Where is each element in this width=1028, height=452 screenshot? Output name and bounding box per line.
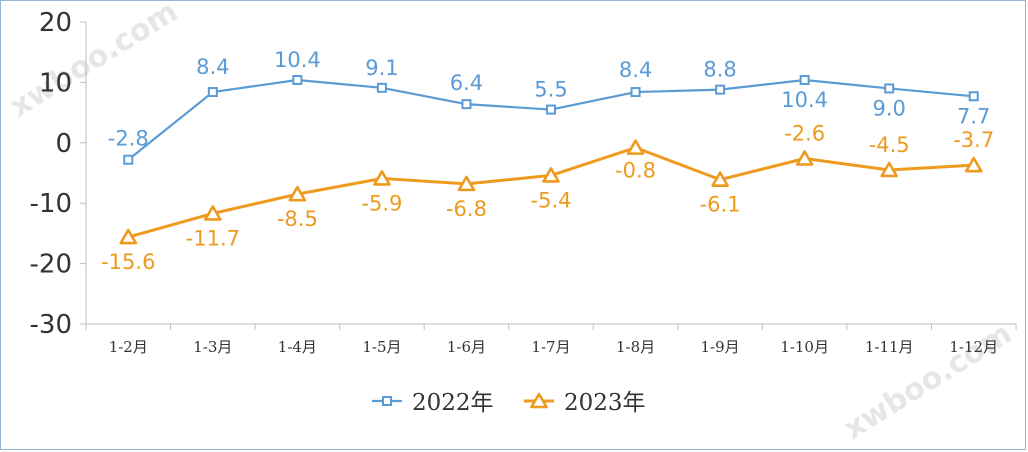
- y-tick-label: -10: [30, 189, 72, 219]
- data-point-marker: [711, 171, 729, 187]
- data-point-marker: [123, 154, 134, 165]
- data-label: -0.8: [615, 159, 656, 183]
- data-label: 6.4: [450, 71, 483, 95]
- x-tick-label: 1-4月: [278, 338, 317, 356]
- data-point-marker: [968, 91, 979, 102]
- data-point-marker: [292, 74, 303, 85]
- data-point-marker: [626, 139, 645, 155]
- data-label: -6.8: [446, 197, 487, 221]
- data-point-marker: [715, 84, 726, 95]
- watermark-text: xwboo.com: [838, 316, 1018, 447]
- data-label: -3.7: [953, 128, 994, 152]
- data-label: 9.0: [872, 96, 905, 120]
- data-point-marker: [799, 74, 810, 85]
- x-tick-label: 1-11月: [865, 338, 914, 356]
- x-tick-label: 1-6月: [447, 338, 486, 356]
- data-point-marker: [630, 87, 641, 98]
- data-point-marker: [542, 167, 560, 183]
- data-label: 5.5: [534, 78, 567, 102]
- data-label: 8.8: [703, 58, 736, 82]
- x-tick-label: 1-5月: [362, 338, 401, 356]
- data-label: -2.8: [108, 127, 149, 151]
- y-tick-label: 0: [55, 129, 72, 159]
- y-tick-label: 10: [39, 68, 72, 98]
- x-tick-label: 1-8月: [616, 338, 655, 356]
- data-point-marker: [288, 185, 307, 202]
- data-point-marker: [880, 161, 898, 178]
- data-label: -4.5: [869, 133, 910, 157]
- x-tick-label: 1-3月: [193, 338, 232, 356]
- watermark-layer: xwboo.com xwboo.com: [4, 0, 1018, 447]
- data-point-marker: [207, 87, 218, 98]
- data-label: -15.6: [101, 250, 155, 274]
- y-tick-label: -30: [30, 310, 72, 340]
- x-tick-label: 1-9月: [701, 338, 740, 356]
- data-point-marker: [204, 205, 222, 221]
- legend-label: 2023年: [564, 390, 646, 416]
- data-point-marker: [964, 156, 983, 173]
- data-point-marker: [795, 150, 814, 166]
- data-point-marker: [884, 83, 895, 94]
- data-label: 10.4: [274, 48, 321, 72]
- legend-triangle-icon: [530, 392, 548, 409]
- data-point-marker: [373, 170, 391, 186]
- series-2023年: -15.6 -11.7 -8.5 -5.9 -6.8 -5.4 -0.8 -6.1 -2.6 -4…: [101, 122, 994, 275]
- y-tick-label: -20: [30, 250, 72, 280]
- data-point-marker: [119, 228, 138, 245]
- y-tick-label: 20: [39, 8, 72, 38]
- legend-item: 2023年: [524, 390, 646, 416]
- data-label: -2.6: [784, 122, 825, 146]
- data-label: 9.1: [365, 56, 398, 80]
- series-2022年: -2.8 8.4 10.4 9.1 6.4 5.5 8.4 8.8 10.4 9.0 7.7: [108, 48, 990, 165]
- data-label: -5.9: [361, 191, 402, 215]
- data-point-marker: [461, 99, 472, 110]
- data-label: 7.7: [957, 104, 990, 128]
- x-tick-label: 1-7月: [531, 338, 570, 356]
- data-point-marker: [376, 82, 387, 93]
- data-label: 8.4: [196, 55, 229, 79]
- watermark-text: xwboo.com: [4, 0, 184, 125]
- data-label: 8.4: [619, 58, 652, 82]
- data-label: -6.1: [700, 193, 741, 217]
- legend-label: 2022年: [412, 390, 494, 416]
- legend: 2022年 2023年: [372, 390, 646, 416]
- data-point-marker: [457, 175, 476, 192]
- legend-square-icon: [382, 396, 392, 406]
- x-tick-label: 1-12月: [949, 338, 998, 356]
- series-layer: -2.88.4 10.4 9.16.4 5.58.4 8.810.4 9.0 7.7-15.…: [101, 48, 994, 274]
- data-point-marker: [546, 104, 556, 115]
- x-tick-label: 1-2月: [109, 338, 148, 356]
- data-label: 10.4: [781, 88, 828, 112]
- data-label: -8.5: [277, 207, 318, 231]
- x-tick-label: 1-10月: [780, 338, 829, 356]
- data-label: -11.7: [186, 226, 240, 250]
- data-label: -5.4: [531, 188, 572, 212]
- legend-item: 2022年: [372, 390, 494, 416]
- axes-layer: 20 10 0 -10 -20 -30 1-2月 1-3月 1-4月 1-5月 1-6月 1-7月 1-…: [30, 8, 1017, 356]
